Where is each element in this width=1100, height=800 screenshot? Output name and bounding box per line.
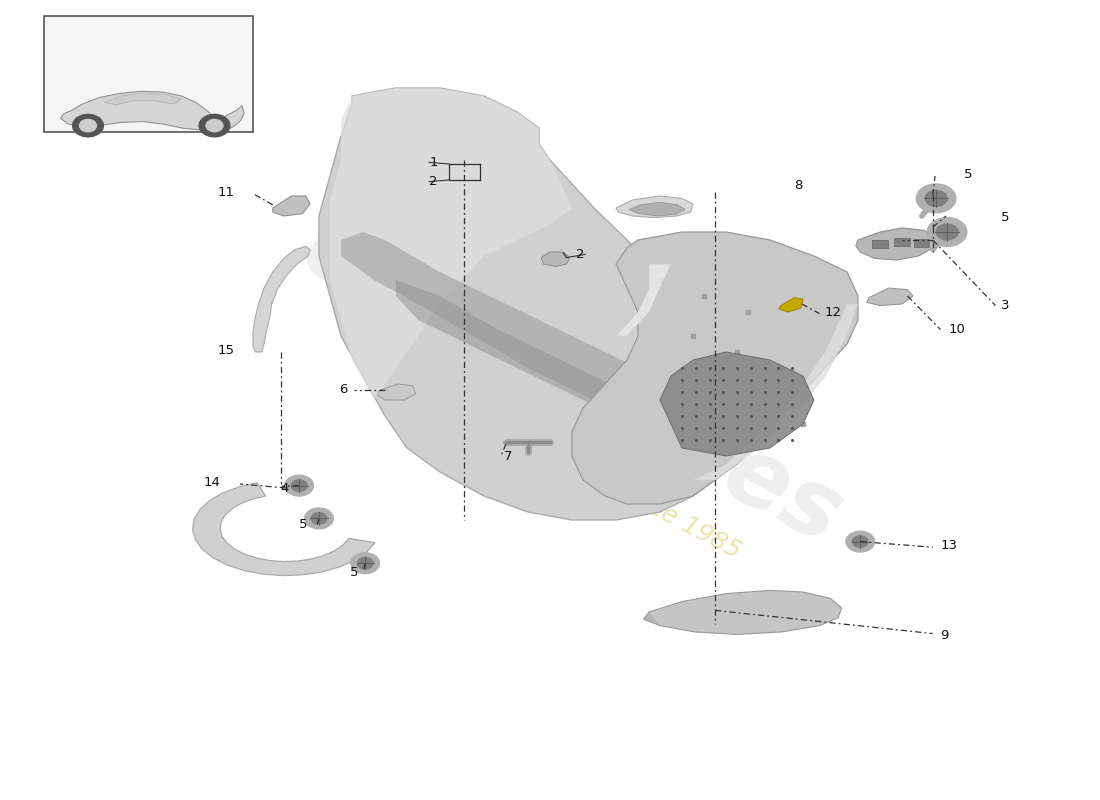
Circle shape	[925, 190, 947, 206]
Circle shape	[285, 475, 314, 496]
Polygon shape	[377, 384, 416, 400]
Polygon shape	[319, 88, 748, 520]
Circle shape	[206, 119, 223, 132]
Polygon shape	[273, 196, 310, 216]
Text: 2: 2	[576, 248, 585, 261]
Polygon shape	[192, 482, 375, 575]
Circle shape	[936, 224, 958, 240]
Polygon shape	[253, 246, 310, 352]
Text: 12: 12	[825, 306, 842, 318]
Text: 1: 1	[429, 156, 438, 169]
Polygon shape	[341, 232, 726, 464]
Circle shape	[351, 553, 380, 574]
Polygon shape	[330, 88, 572, 400]
Polygon shape	[644, 612, 660, 626]
Polygon shape	[644, 590, 842, 634]
Text: 9: 9	[940, 629, 949, 642]
Polygon shape	[616, 196, 693, 218]
Polygon shape	[616, 264, 671, 336]
Circle shape	[79, 119, 97, 132]
Text: 6: 6	[339, 383, 348, 396]
Circle shape	[292, 480, 307, 491]
Polygon shape	[867, 288, 913, 306]
Text: 8: 8	[794, 179, 803, 192]
Text: 5: 5	[1001, 211, 1010, 224]
Circle shape	[927, 218, 967, 246]
Text: 5: 5	[350, 566, 359, 578]
Polygon shape	[629, 202, 685, 216]
Text: eurospares: eurospares	[287, 203, 857, 565]
Circle shape	[358, 558, 373, 569]
Text: 2: 2	[429, 175, 438, 188]
Text: 13: 13	[940, 539, 957, 552]
Polygon shape	[541, 252, 570, 266]
Circle shape	[311, 513, 327, 524]
Text: 3: 3	[1001, 299, 1010, 312]
Bar	[894, 238, 910, 246]
Text: 5: 5	[299, 518, 308, 530]
Polygon shape	[779, 298, 803, 312]
Polygon shape	[396, 280, 737, 464]
Text: 15: 15	[218, 344, 234, 357]
Bar	[872, 240, 888, 248]
Circle shape	[852, 536, 868, 547]
Text: 4: 4	[280, 482, 289, 494]
Text: 14: 14	[204, 476, 220, 489]
Polygon shape	[572, 232, 858, 504]
Polygon shape	[693, 304, 858, 480]
Circle shape	[846, 531, 874, 552]
Bar	[44, 16, 253, 132]
Circle shape	[73, 114, 103, 137]
Text: 5: 5	[964, 168, 972, 181]
Polygon shape	[104, 93, 182, 105]
Polygon shape	[856, 228, 935, 260]
Circle shape	[305, 508, 333, 529]
Text: a passion for parts since 1985: a passion for parts since 1985	[399, 365, 745, 563]
Text: 11: 11	[218, 186, 234, 198]
Polygon shape	[60, 91, 244, 130]
Polygon shape	[660, 352, 814, 456]
Text: 7: 7	[504, 450, 513, 462]
Circle shape	[916, 184, 956, 213]
Text: 10: 10	[948, 323, 965, 336]
Circle shape	[199, 114, 230, 137]
Bar	[914, 239, 929, 247]
